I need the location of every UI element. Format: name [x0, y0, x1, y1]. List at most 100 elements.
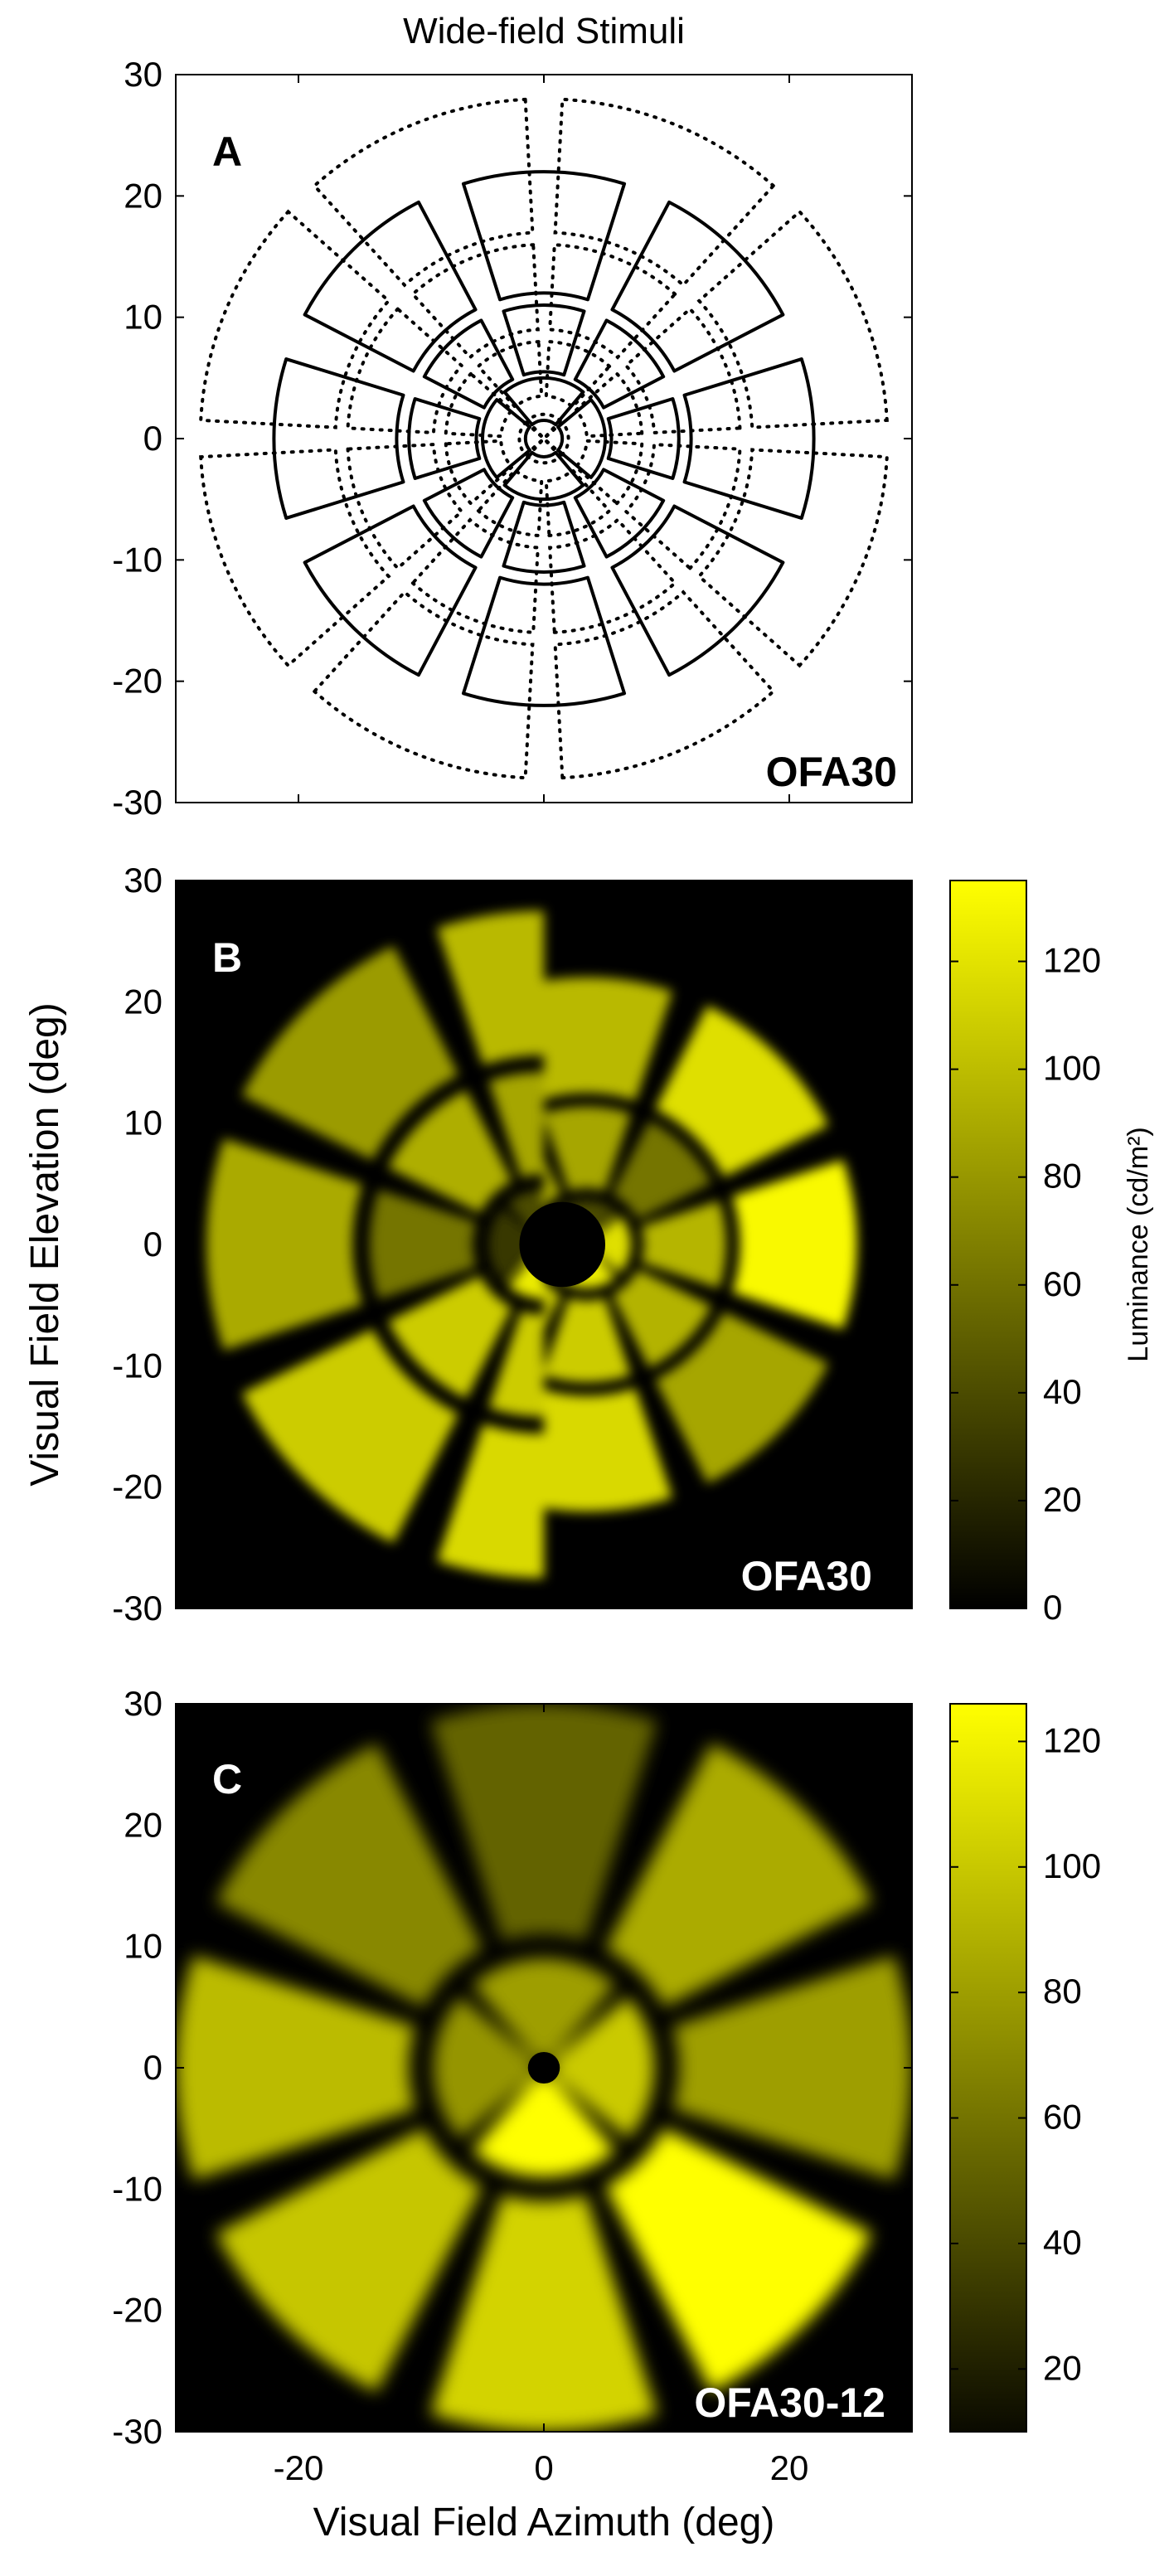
solid-segment	[502, 303, 586, 377]
panel-a-letter: A	[212, 129, 242, 175]
solid-segment	[303, 200, 478, 373]
luminance-segment	[731, 1159, 857, 1330]
colorbar-tick-label: 80	[1043, 1157, 1082, 1196]
center-spot	[527, 2051, 560, 2084]
solid-segment	[481, 398, 531, 479]
panel-c-letter: C	[212, 1756, 242, 1802]
solid-segment	[422, 318, 515, 410]
colorbar-label: Luminance (cd/m²)	[1123, 1127, 1154, 1361]
colorbar-tick-label: 20	[1043, 2348, 1082, 2387]
luminance-segment	[241, 945, 458, 1161]
dotted-segment	[199, 209, 391, 429]
y-tick-label: -30	[112, 1589, 162, 1628]
dotted-segment	[553, 589, 776, 780]
y-tick-label: 0	[143, 1225, 162, 1264]
colorbar-tick-label: 120	[1043, 1720, 1101, 1759]
colorbar-tick-label: 120	[1043, 941, 1101, 980]
solid-segment	[573, 468, 666, 559]
solid-segment	[502, 376, 585, 427]
panel-b-tag: OFA30	[741, 1553, 872, 1599]
luminance-segment	[433, 1996, 536, 2139]
y-tick-label: 30	[124, 55, 162, 94]
panel-b-letter: B	[212, 934, 242, 981]
panel-b-colorbar-ticks: 120 100 80 60 40 20 0	[950, 941, 1101, 1627]
figure-title: Wide-field Stimuli	[403, 11, 685, 51]
panel-a: 30 20 10 0 -10 -20 -30 A OFA30	[112, 55, 913, 822]
dotted-segment	[696, 209, 889, 429]
dotted-segment	[623, 306, 742, 434]
solid-segment	[502, 450, 585, 502]
dotted-segment	[544, 339, 612, 410]
luminance-segment	[488, 1311, 544, 1417]
luminance-segment	[612, 1269, 712, 1368]
dotted-segment	[410, 517, 540, 634]
solid-segment	[682, 357, 816, 520]
solid-segment	[272, 357, 405, 520]
luminance-segment	[544, 1106, 632, 1191]
panel-b-ticks: 30 20 10 0 -10 -20 -30	[112, 861, 912, 1628]
luminance-segment	[436, 910, 544, 1065]
luminance-segment	[369, 1190, 477, 1299]
luminance-segment	[436, 1424, 544, 1579]
y-axis-label: Visual Field Elevation (deg)	[23, 1002, 67, 1486]
x-tick-label: 20	[770, 2448, 809, 2487]
luminance-segment	[544, 1159, 562, 1208]
luminance-segment	[241, 1328, 458, 1544]
colorbar-tick-label: 60	[1043, 2098, 1082, 2137]
y-tick-label: 10	[124, 1104, 162, 1142]
colorbar-tick-label: 40	[1043, 2223, 1082, 2262]
luminance-segment	[655, 1312, 829, 1484]
y-tick-label: 20	[124, 1805, 162, 1844]
solid-segment	[461, 170, 627, 302]
y-tick-label: 10	[124, 1927, 162, 1966]
luminance-segment	[551, 1996, 655, 2139]
dotted-segment	[544, 468, 612, 538]
panel-c-tag: OFA30-12	[694, 2380, 885, 2426]
dotted-segment	[312, 97, 535, 288]
dotted-segment	[548, 243, 678, 360]
panel-b-marks	[206, 910, 857, 1579]
luminance-segment	[589, 1215, 632, 1273]
panel-c-ticks: 30 20 10 0 -10 -20 -30 -20 0 20	[112, 1684, 912, 2487]
luminance-segment	[216, 1744, 483, 2007]
y-tick-label: -20	[112, 2291, 162, 2330]
colorbar-tick-label: 100	[1043, 1846, 1101, 1885]
luminance-segment	[605, 2128, 872, 2392]
panel-a-tag: OFA30	[766, 749, 897, 795]
luminance-segment	[387, 1275, 512, 1399]
panel-a-background	[176, 75, 912, 803]
panel-c-colorbar	[949, 1703, 1027, 2433]
dotted-segment	[444, 439, 515, 506]
luminance-segment	[544, 1298, 632, 1383]
luminance-segment	[672, 1955, 912, 2181]
dotted-segment	[476, 339, 544, 410]
colorbar-tick-label: 20	[1043, 1480, 1082, 1519]
y-tick-label: -30	[112, 2412, 162, 2451]
luminance-segment	[544, 1281, 562, 1330]
luminance-segment	[612, 1121, 712, 1220]
luminance-segment	[430, 1704, 657, 1941]
y-tick-label: 20	[124, 982, 162, 1021]
x-axis-label: Visual Field Azimuth (deg)	[313, 2501, 775, 2544]
luminance-segment	[472, 2074, 616, 2177]
panel-a-ticks: 30 20 10 0 -10 -20 -30	[112, 55, 912, 822]
y-tick-label: -10	[112, 2169, 162, 2208]
solid-segment	[422, 468, 515, 559]
solid-segment	[502, 500, 586, 574]
colorbar-tick-label: 100	[1043, 1049, 1101, 1088]
y-tick-label: -30	[112, 783, 162, 822]
colorbar-tick-label: 40	[1043, 1372, 1082, 1411]
y-tick-label: 30	[124, 861, 162, 900]
luminance-segment	[472, 1958, 616, 2061]
colorbar-tick-label: 80	[1043, 1972, 1082, 2011]
panel-c-marks	[176, 1704, 912, 2432]
dotted-segment	[476, 468, 544, 538]
dotted-segment	[696, 448, 889, 668]
solid-segment	[610, 504, 785, 677]
luminance-segment	[216, 2128, 483, 2392]
solid-segment	[407, 397, 482, 480]
luminance-segment	[176, 1955, 416, 2181]
y-tick-label: -20	[112, 662, 162, 701]
